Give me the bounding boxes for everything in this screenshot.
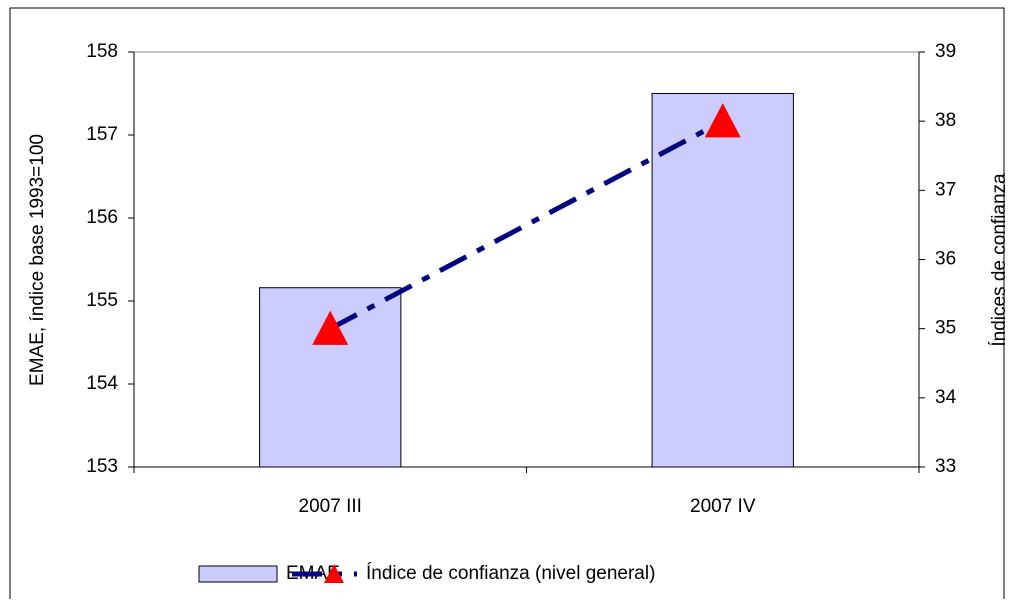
y-tick-label: 154 [86, 373, 118, 394]
marker [704, 103, 741, 138]
y2-tick-label: 36 [935, 249, 956, 270]
y2-tick-label: 35 [935, 318, 956, 339]
legend-label: Índice de confianza (nivel general) [366, 563, 655, 584]
y-tick-label: 155 [86, 290, 118, 311]
y-tick-label: 153 [86, 456, 118, 477]
legend-marker [324, 564, 344, 583]
y2-tick-label: 34 [935, 387, 957, 408]
marker [312, 310, 349, 345]
y2-tick-label: 37 [935, 179, 956, 200]
y2-tick-label: 33 [935, 456, 956, 477]
bar [651, 93, 794, 468]
plot-area [133, 51, 920, 468]
x-tick-label: 2007 IV [690, 496, 756, 517]
y-axis-label: EMAE, índice base 1993=100 [27, 134, 48, 386]
line [329, 118, 724, 331]
y2-axis-label: Índices de confianza [989, 173, 1010, 347]
legend-swatch [198, 565, 278, 583]
y-tick-label: 157 [86, 124, 118, 145]
y2-tick-label: 39 [935, 41, 956, 62]
x-tick-label: 2007 III [299, 496, 362, 517]
y-tick-label: 158 [86, 41, 118, 62]
y2-tick-label: 38 [935, 110, 956, 131]
y-tick-label: 156 [86, 207, 118, 228]
